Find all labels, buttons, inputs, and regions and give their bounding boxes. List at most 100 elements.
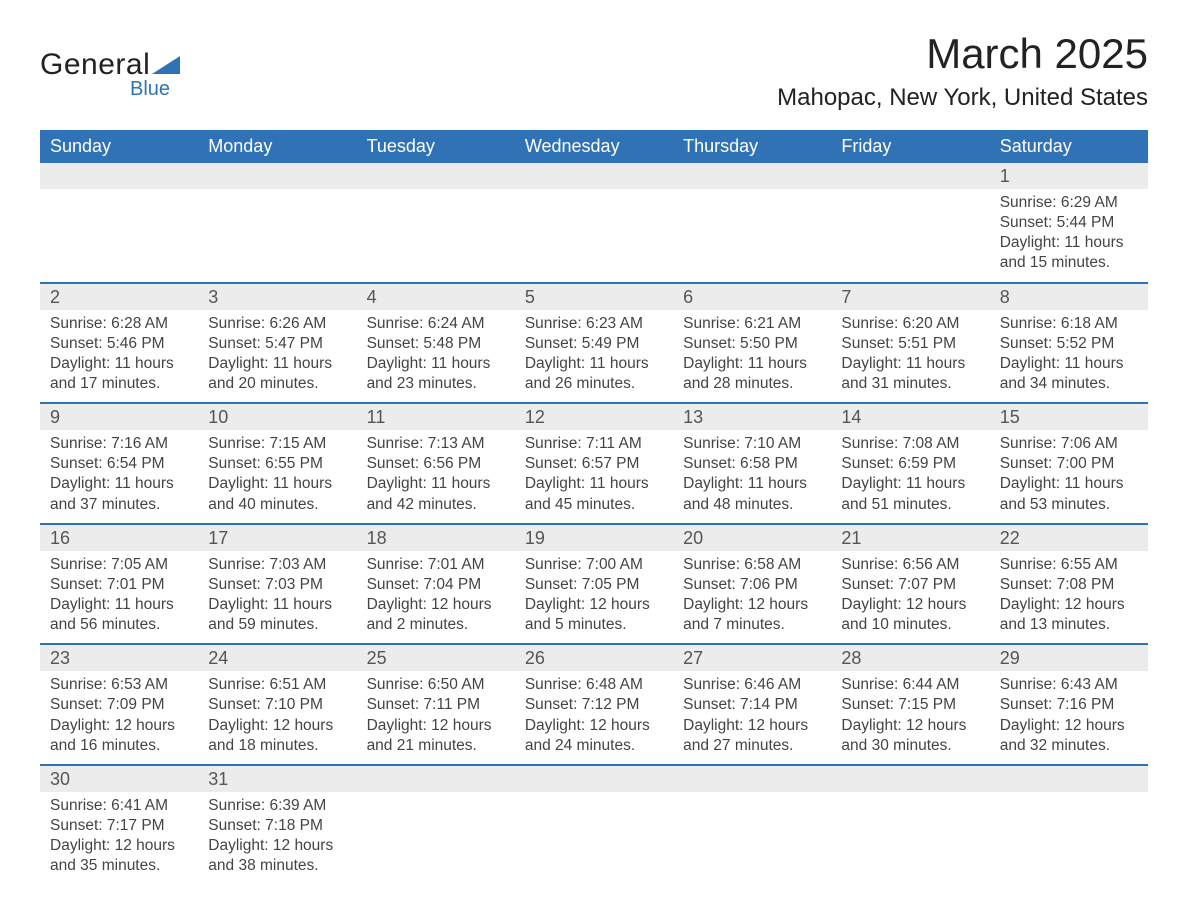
- sunrise-text: Sunrise: 6:43 AM: [1000, 675, 1138, 695]
- sunset-text: Sunset: 7:07 PM: [841, 575, 979, 595]
- logo: General Blue: [40, 48, 180, 101]
- date-cell: 3: [198, 284, 356, 310]
- logo-triangle-icon: [152, 56, 180, 74]
- sunrise-text: Sunrise: 6:29 AM: [1000, 193, 1138, 213]
- daylight-text: and 17 minutes.: [50, 374, 188, 394]
- sunset-text: Sunset: 6:56 PM: [367, 454, 505, 474]
- sunrise-text: Sunrise: 6:50 AM: [367, 675, 505, 695]
- daylight-text: Daylight: 11 hours: [367, 354, 505, 374]
- calendar: SundayMondayTuesdayWednesdayThursdayFrid…: [40, 130, 1148, 884]
- title-block: March 2025 Mahopac, New York, United Sta…: [777, 30, 1148, 112]
- sunset-text: Sunset: 7:04 PM: [367, 575, 505, 595]
- date-cell: [198, 163, 356, 189]
- day-content: Sunrise: 7:08 AMSunset: 6:59 PMDaylight:…: [831, 430, 989, 523]
- day-content: [990, 792, 1148, 885]
- daylight-text: Daylight: 12 hours: [208, 716, 346, 736]
- sunset-text: Sunset: 6:55 PM: [208, 454, 346, 474]
- daylight-text: Daylight: 12 hours: [683, 716, 821, 736]
- sunrise-text: Sunrise: 7:13 AM: [367, 434, 505, 454]
- day-content: Sunrise: 6:21 AMSunset: 5:50 PMDaylight:…: [673, 310, 831, 403]
- sunrise-text: Sunrise: 6:28 AM: [50, 314, 188, 334]
- sunrise-text: Sunrise: 6:51 AM: [208, 675, 346, 695]
- sunrise-text: Sunrise: 7:10 AM: [683, 434, 821, 454]
- day-content: [673, 792, 831, 885]
- date-row: 1: [40, 163, 1148, 189]
- sunrise-text: Sunrise: 7:11 AM: [525, 434, 663, 454]
- content-row: Sunrise: 6:29 AMSunset: 5:44 PMDaylight:…: [40, 189, 1148, 282]
- day-header: Sunday: [40, 130, 198, 163]
- date-cell: 31: [198, 766, 356, 792]
- sunrise-text: Sunrise: 6:48 AM: [525, 675, 663, 695]
- sunrise-text: Sunrise: 6:26 AM: [208, 314, 346, 334]
- daylight-text: Daylight: 11 hours: [50, 354, 188, 374]
- daylight-text: and 51 minutes.: [841, 495, 979, 515]
- sunrise-text: Sunrise: 6:55 AM: [1000, 555, 1138, 575]
- sunset-text: Sunset: 7:09 PM: [50, 695, 188, 715]
- date-row: 9101112131415: [40, 404, 1148, 430]
- daylight-text: and 16 minutes.: [50, 736, 188, 756]
- day-content: Sunrise: 6:28 AMSunset: 5:46 PMDaylight:…: [40, 310, 198, 403]
- sunset-text: Sunset: 7:11 PM: [367, 695, 505, 715]
- sunset-text: Sunset: 5:47 PM: [208, 334, 346, 354]
- day-content: [831, 792, 989, 885]
- day-content: Sunrise: 6:44 AMSunset: 7:15 PMDaylight:…: [831, 671, 989, 764]
- day-header: Monday: [198, 130, 356, 163]
- daylight-text: and 7 minutes.: [683, 615, 821, 635]
- sunset-text: Sunset: 7:14 PM: [683, 695, 821, 715]
- daylight-text: Daylight: 12 hours: [367, 595, 505, 615]
- sunrise-text: Sunrise: 6:23 AM: [525, 314, 663, 334]
- sunrise-text: Sunrise: 6:58 AM: [683, 555, 821, 575]
- daylight-text: and 45 minutes.: [525, 495, 663, 515]
- sunset-text: Sunset: 7:08 PM: [1000, 575, 1138, 595]
- content-row: Sunrise: 7:05 AMSunset: 7:01 PMDaylight:…: [40, 551, 1148, 644]
- day-content: Sunrise: 6:48 AMSunset: 7:12 PMDaylight:…: [515, 671, 673, 764]
- daylight-text: and 38 minutes.: [208, 856, 346, 876]
- date-row: 2345678: [40, 284, 1148, 310]
- daylight-text: Daylight: 11 hours: [208, 474, 346, 494]
- content-row: Sunrise: 7:16 AMSunset: 6:54 PMDaylight:…: [40, 430, 1148, 523]
- day-content: Sunrise: 7:11 AMSunset: 6:57 PMDaylight:…: [515, 430, 673, 523]
- date-cell: 11: [357, 404, 515, 430]
- daylight-text: and 13 minutes.: [1000, 615, 1138, 635]
- daylight-text: and 28 minutes.: [683, 374, 821, 394]
- day-content: [40, 189, 198, 282]
- date-cell: 10: [198, 404, 356, 430]
- daylight-text: Daylight: 12 hours: [683, 595, 821, 615]
- day-content: Sunrise: 6:29 AMSunset: 5:44 PMDaylight:…: [990, 189, 1148, 282]
- daylight-text: and 10 minutes.: [841, 615, 979, 635]
- date-cell: 9: [40, 404, 198, 430]
- day-header: Thursday: [673, 130, 831, 163]
- sunrise-text: Sunrise: 7:06 AM: [1000, 434, 1138, 454]
- day-content: Sunrise: 6:26 AMSunset: 5:47 PMDaylight:…: [198, 310, 356, 403]
- daylight-text: and 15 minutes.: [1000, 253, 1138, 273]
- day-content: [673, 189, 831, 282]
- day-header: Tuesday: [357, 130, 515, 163]
- date-cell: 27: [673, 645, 831, 671]
- date-cell: [673, 163, 831, 189]
- sunset-text: Sunset: 7:06 PM: [683, 575, 821, 595]
- daylight-text: Daylight: 11 hours: [525, 474, 663, 494]
- sunrise-text: Sunrise: 7:08 AM: [841, 434, 979, 454]
- sunrise-text: Sunrise: 6:56 AM: [841, 555, 979, 575]
- daylight-text: and 27 minutes.: [683, 736, 821, 756]
- daylight-text: Daylight: 11 hours: [683, 474, 821, 494]
- date-cell: 25: [357, 645, 515, 671]
- sunset-text: Sunset: 7:15 PM: [841, 695, 979, 715]
- daylight-text: and 56 minutes.: [50, 615, 188, 635]
- date-cell: [357, 766, 515, 792]
- calendar-header-row: SundayMondayTuesdayWednesdayThursdayFrid…: [40, 130, 1148, 163]
- sunrise-text: Sunrise: 6:21 AM: [683, 314, 821, 334]
- daylight-text: and 23 minutes.: [367, 374, 505, 394]
- daylight-text: Daylight: 11 hours: [841, 474, 979, 494]
- daylight-text: Daylight: 11 hours: [367, 474, 505, 494]
- daylight-text: Daylight: 11 hours: [208, 595, 346, 615]
- sunset-text: Sunset: 7:12 PM: [525, 695, 663, 715]
- date-cell: 16: [40, 525, 198, 551]
- sunset-text: Sunset: 5:46 PM: [50, 334, 188, 354]
- date-cell: 30: [40, 766, 198, 792]
- sunrise-text: Sunrise: 6:39 AM: [208, 796, 346, 816]
- day-content: Sunrise: 7:10 AMSunset: 6:58 PMDaylight:…: [673, 430, 831, 523]
- logo-text-bottom: Blue: [130, 78, 170, 101]
- date-cell: 20: [673, 525, 831, 551]
- daylight-text: Daylight: 11 hours: [1000, 233, 1138, 253]
